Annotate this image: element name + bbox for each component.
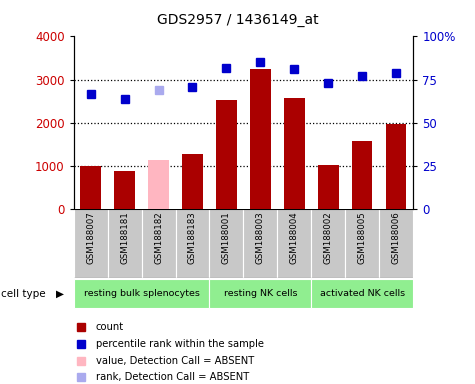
Bar: [216, 101, 237, 209]
Text: GSM188006: GSM188006: [392, 211, 401, 264]
Text: GSM188007: GSM188007: [86, 211, 95, 264]
Text: percentile rank within the sample: percentile rank within the sample: [96, 339, 264, 349]
Bar: [379, 209, 413, 278]
Bar: [142, 209, 176, 278]
Bar: [352, 141, 372, 209]
Text: activated NK cells: activated NK cells: [320, 289, 405, 298]
Bar: [80, 166, 101, 209]
Bar: [209, 279, 311, 308]
Text: GSM188183: GSM188183: [188, 211, 197, 264]
Bar: [250, 69, 271, 209]
Bar: [318, 165, 339, 209]
Bar: [243, 209, 277, 278]
Bar: [176, 209, 209, 278]
Bar: [312, 279, 413, 308]
Text: GDS2957 / 1436149_at: GDS2957 / 1436149_at: [157, 13, 318, 27]
Text: GSM188003: GSM188003: [256, 211, 265, 264]
Bar: [182, 154, 203, 209]
Bar: [209, 209, 243, 278]
Text: GSM188005: GSM188005: [358, 211, 367, 264]
Text: GSM188182: GSM188182: [154, 211, 163, 264]
Text: resting bulk splenocytes: resting bulk splenocytes: [84, 289, 200, 298]
Text: rank, Detection Call = ABSENT: rank, Detection Call = ABSENT: [96, 372, 249, 382]
Bar: [114, 171, 135, 209]
Bar: [74, 209, 107, 278]
Text: GSM188001: GSM188001: [222, 211, 231, 264]
Text: value, Detection Call = ABSENT: value, Detection Call = ABSENT: [96, 356, 254, 366]
Bar: [148, 160, 169, 209]
Bar: [74, 279, 209, 308]
Bar: [107, 209, 142, 278]
Bar: [312, 209, 345, 278]
Bar: [345, 209, 379, 278]
Bar: [284, 98, 304, 209]
Text: GSM188181: GSM188181: [120, 211, 129, 264]
Text: resting NK cells: resting NK cells: [224, 289, 297, 298]
Bar: [386, 124, 407, 209]
Text: cell type: cell type: [1, 289, 46, 299]
Text: ▶: ▶: [56, 289, 64, 299]
Text: GSM188002: GSM188002: [324, 211, 333, 264]
Text: count: count: [96, 322, 124, 332]
Bar: [277, 209, 311, 278]
Text: GSM188004: GSM188004: [290, 211, 299, 264]
